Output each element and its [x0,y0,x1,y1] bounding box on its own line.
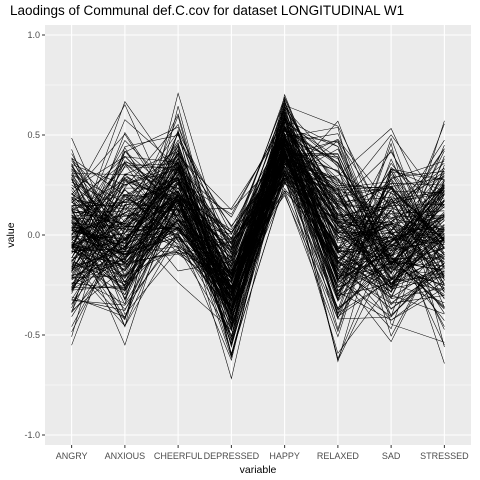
series-line [71,123,445,276]
x-tick-label: DEPRESSED [204,451,260,461]
series-line [71,133,445,284]
series-line [71,96,445,280]
series-line [71,102,445,338]
y-tick-label: -1.0 [24,430,40,440]
x-tick-label: STRESSED [420,451,469,461]
series-line [71,153,445,276]
series-line [71,134,445,299]
series-line [71,137,445,291]
x-tick-label: HAPPY [269,451,300,461]
x-axis-ticks: ANGRY ANXIOUS CHEERFUL DEPRESSED HAPPY RELAXE… [56,445,469,461]
series-line [71,137,445,330]
series-line [71,122,445,277]
series-line [71,131,445,346]
series-line [71,135,445,290]
series-line [71,171,445,338]
series-line [71,144,445,380]
series-line [71,141,445,301]
series-line [71,124,445,291]
chart-title: Laodings of Communal def.C.cov for datas… [10,3,405,18]
series-lines [71,92,445,380]
series-line [71,126,445,360]
series-line [71,119,445,364]
series-line [71,154,445,320]
y-axis-title: value [5,222,17,247]
series-line [71,133,445,322]
y-tick-label: 0.0 [27,230,40,240]
series-line [71,161,445,346]
y-axis-ticks: -1.0 -0.5 0.0 0.5 1.0 [24,30,45,440]
series-line [71,141,445,330]
series-line [71,110,445,300]
x-tick-label: RELAXED [317,451,360,461]
series-line [71,143,445,357]
y-tick-label: 0.5 [27,130,40,140]
x-tick-label: ANGRY [56,451,88,461]
series-line [71,97,445,338]
y-tick-label: -0.5 [24,330,40,340]
series-line [71,109,445,285]
x-axis-title: variable [240,464,277,476]
series-line [71,173,445,354]
y-tick-label: 1.0 [27,30,40,40]
x-tick-label: ANXIOUS [105,451,146,461]
x-tick-label: CHEERFUL [154,451,203,461]
series-line [71,157,445,327]
x-tick-label: SAD [382,451,401,461]
